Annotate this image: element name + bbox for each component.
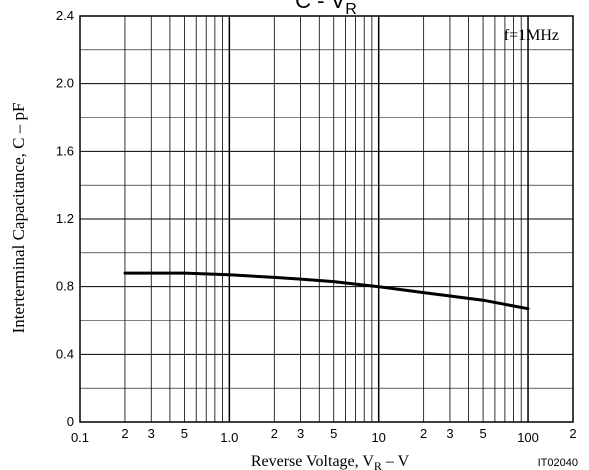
x-tick-labels: 0.1 2 3 5 1.0 2 3 5 10 2 3 5 100 2: [71, 426, 577, 445]
x-tick-label-7: 5: [330, 426, 337, 441]
x-tick-label-4: 1.0: [220, 430, 238, 445]
x-tick-label-3: 5: [181, 426, 188, 441]
x-tick-label-8: 10: [371, 430, 385, 445]
y-axis-label: Interterminal Capacitance, C – pF: [9, 103, 28, 334]
series-line-0: [123, 271, 530, 311]
y-tick-label-1: 0.4: [56, 346, 74, 361]
y-tick-label-5: 2.0: [56, 76, 74, 91]
x-label-sub: R: [374, 459, 382, 470]
y-tick-label-2: 0.8: [56, 279, 74, 294]
x-label-suffix: – V: [382, 453, 410, 470]
chart-title-fragment: C - VR: [295, 0, 357, 18]
x-tick-label-9: 2: [420, 426, 427, 441]
x-tick-label-13: 2: [569, 426, 576, 441]
title-main: C - V: [295, 0, 345, 13]
y-tick-label-3: 1.2: [56, 211, 74, 226]
annotation-frequency: f=1MHz: [504, 27, 559, 44]
y-tick-label-4: 1.6: [56, 143, 74, 158]
x-tick-label-1: 2: [121, 426, 128, 441]
plot-frame: [79, 15, 574, 423]
x-tick-label-10: 3: [446, 426, 453, 441]
y-tick-label-6: 2.4: [56, 8, 74, 23]
x-label-prefix: Reverse Voltage, V: [251, 453, 375, 470]
y-tick-labels: 0 0.4 0.8 1.2 1.6 2.0 2.4: [56, 8, 74, 429]
figure-id: IT02040: [538, 457, 578, 469]
grid: [80, 15, 573, 423]
x-tick-label-11: 5: [479, 426, 486, 441]
x-tick-label-5: 2: [271, 426, 278, 441]
x-axis-label: Reverse Voltage, VR – V: [251, 453, 410, 470]
x-tick-label-2: 3: [148, 426, 155, 441]
x-tick-label-12: 100: [517, 430, 539, 445]
series-group: [123, 271, 530, 311]
title-sub: R: [345, 1, 357, 18]
x-tick-label-0: 0.1: [71, 430, 89, 445]
y-tick-label-0: 0: [67, 414, 74, 429]
x-tick-label-6: 3: [297, 426, 304, 441]
